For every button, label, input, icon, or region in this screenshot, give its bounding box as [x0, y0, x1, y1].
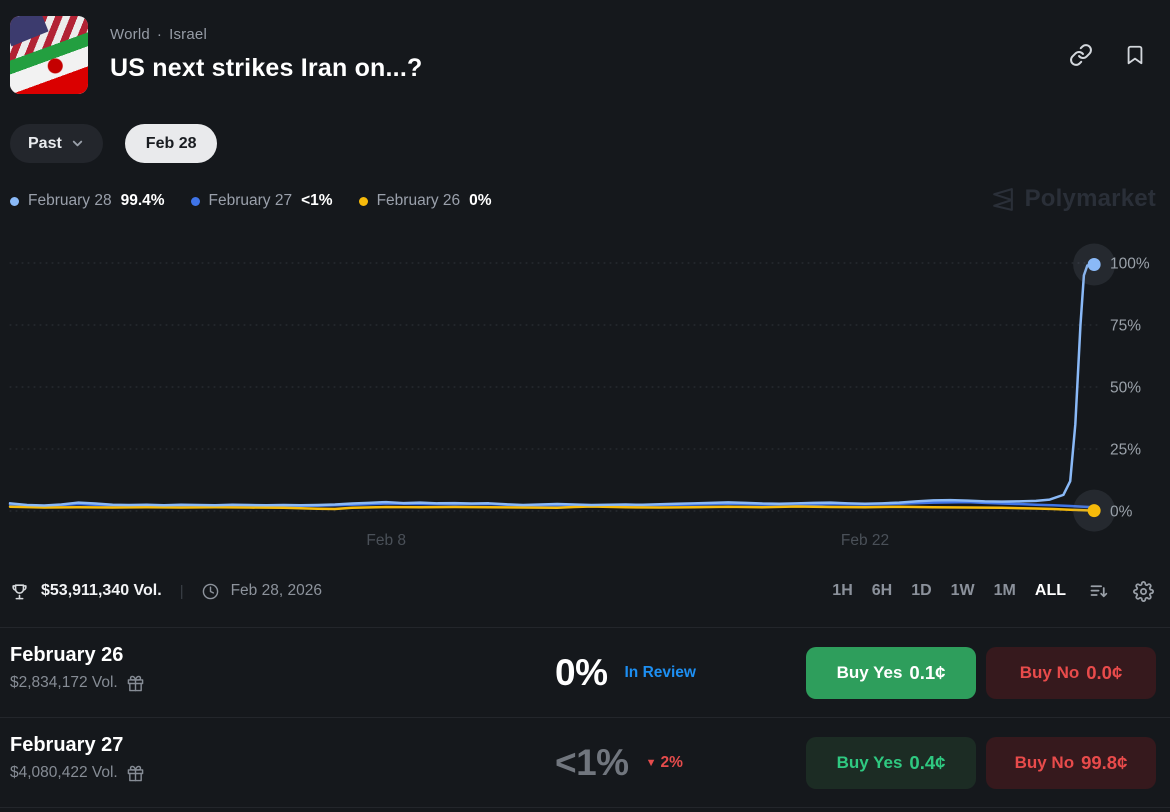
- outcome-name: February 26: [10, 644, 124, 666]
- legend-item-feb27[interactable]: February 27 <1%: [190, 192, 333, 210]
- buy-yes-price: 0.4¢: [909, 752, 946, 773]
- polymarket-watermark: Polymarket: [989, 185, 1156, 213]
- chevron-down-icon: [72, 140, 82, 147]
- gear-icon[interactable]: [1130, 578, 1156, 604]
- row-divider: [0, 807, 1170, 808]
- buy-yes-label: Buy Yes: [836, 753, 903, 772]
- outcome-chance: <1%: [555, 742, 629, 783]
- buy-yes-button[interactable]: Buy Yes 0.4¢: [806, 737, 976, 789]
- svg-text:25%: 25%: [1110, 442, 1141, 459]
- legend-dot-feb27: [190, 196, 200, 206]
- buy-no-label: Buy No: [1019, 663, 1080, 682]
- past-filter-dropdown[interactable]: Past: [10, 124, 103, 163]
- total-volume: $53,911,340 Vol.: [41, 582, 162, 599]
- buy-yes-label: Buy Yes: [836, 663, 903, 682]
- legend-label: February 28: [28, 192, 112, 209]
- legend-value: 0%: [469, 192, 492, 209]
- range-1h[interactable]: 1H: [832, 582, 853, 599]
- sort-icon[interactable]: [1085, 578, 1111, 604]
- legend-label: February 27: [208, 192, 293, 209]
- buy-no-price: 99.8¢: [1081, 752, 1128, 773]
- svg-text:75%: 75%: [1110, 318, 1141, 335]
- outcome-volume: $4,080,422 Vol.: [10, 764, 118, 781]
- buy-no-button[interactable]: Buy No 99.8¢: [986, 737, 1156, 789]
- row-divider: [0, 627, 1170, 628]
- svg-text:0%: 0%: [1110, 504, 1133, 521]
- range-6h[interactable]: 6H: [871, 582, 893, 599]
- outcome-volume: $2,834,172 Vol.: [10, 674, 118, 691]
- end-date: Feb 28, 2026: [230, 582, 322, 599]
- buy-no-label: Buy No: [1014, 753, 1075, 772]
- range-1d[interactable]: 1D: [911, 582, 932, 599]
- legend-value: 99.4%: [120, 192, 165, 209]
- buy-yes-price: 0.1¢: [909, 662, 946, 683]
- price-chart[interactable]: 100% 75% 50% 25% 0% Feb 8 Feb 22: [0, 230, 1170, 560]
- down-triangle-icon: ▼: [645, 757, 657, 769]
- outcome-change: 2%: [660, 754, 683, 771]
- legend-item-feb26[interactable]: February 26 0%: [358, 192, 492, 210]
- time-range-selector: 1H 6H 1D 1W 1M ALL: [832, 578, 1156, 604]
- legend-dot-feb26: [358, 196, 368, 206]
- gift-icon[interactable]: [127, 765, 144, 782]
- outcome-chance: 0%: [555, 652, 608, 693]
- iran-flag-image: [10, 16, 88, 94]
- breadcrumb-separator: ·: [156, 26, 163, 43]
- legend-dot-feb28: [10, 196, 19, 206]
- past-filter-label: Past: [28, 134, 62, 152]
- stats-separator: |: [179, 582, 184, 600]
- outcome-row-february-27[interactable]: February 27 $4,080,422 Vol. <1% ▼ 2% Buy…: [0, 718, 1170, 808]
- breadcrumb-category[interactable]: World: [110, 26, 150, 43]
- clock-icon: [202, 583, 218, 599]
- trophy-icon: [12, 583, 27, 599]
- market-thumbnail: [10, 16, 88, 94]
- chart-legend: February 28 99.4% February 27 <1% Februa…: [10, 192, 492, 210]
- status-badge: In Review: [624, 664, 696, 681]
- buy-yes-button[interactable]: Buy Yes 0.1¢: [806, 647, 976, 699]
- outcome-row-february-26[interactable]: February 26 $2,834,172 Vol. 0% In Review…: [0, 628, 1170, 718]
- svg-text:Feb 22: Feb 22: [841, 532, 889, 549]
- bookmark-icon[interactable]: [1122, 42, 1148, 68]
- copy-link-icon[interactable]: [1068, 42, 1094, 68]
- buy-no-button[interactable]: Buy No 0.0¢: [986, 647, 1156, 699]
- watermark-text: Polymarket: [1024, 185, 1156, 212]
- svg-text:100%: 100%: [1110, 256, 1150, 273]
- svg-text:50%: 50%: [1110, 380, 1141, 397]
- range-all[interactable]: ALL: [1034, 582, 1066, 599]
- svg-text:Feb 8: Feb 8: [366, 532, 406, 549]
- range-1w[interactable]: 1W: [950, 582, 975, 599]
- polymarket-logo-icon: [992, 187, 1013, 211]
- legend-value: <1%: [301, 192, 333, 209]
- outcome-filter-feb28[interactable]: Feb 28: [124, 124, 218, 163]
- gift-icon[interactable]: [127, 675, 144, 692]
- range-1m[interactable]: 1M: [993, 582, 1016, 599]
- legend-item-feb28[interactable]: February 28 99.4%: [10, 192, 165, 210]
- outcome-name: February 27: [10, 734, 124, 756]
- row-divider: [0, 717, 1170, 718]
- buy-no-price: 0.0¢: [1086, 662, 1123, 683]
- breadcrumb-subcategory[interactable]: Israel: [169, 26, 207, 43]
- page-title: US next strikes Iran on...?: [110, 54, 423, 82]
- breadcrumb: World · Israel: [110, 26, 207, 43]
- legend-label: February 26: [376, 192, 461, 209]
